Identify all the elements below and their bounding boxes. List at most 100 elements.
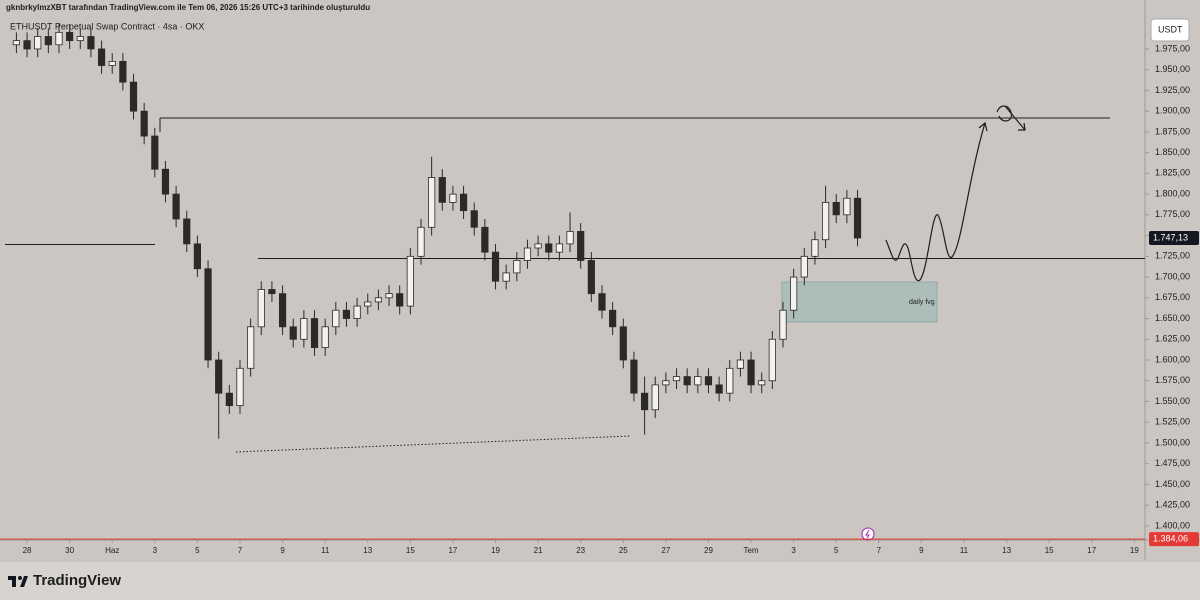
candle-body — [332, 309, 340, 328]
y-tick-label: 1.475,00 — [1155, 458, 1190, 468]
candle-body — [172, 193, 180, 220]
candle-body — [800, 255, 808, 278]
candle-body — [374, 297, 382, 303]
candle-body — [566, 231, 574, 245]
freehand-forecast — [885, 105, 1026, 282]
candle-body — [683, 376, 691, 386]
candle-body — [672, 376, 681, 382]
y-tick-label: 1.700,00 — [1155, 271, 1190, 281]
x-tick-label: Tem — [743, 546, 758, 555]
x-tick-label: 13 — [1002, 546, 1011, 555]
candle-body — [609, 309, 617, 328]
candle-body — [438, 177, 446, 203]
x-tick-label: 30 — [65, 546, 74, 555]
candle-body — [193, 243, 201, 270]
candle-body — [108, 60, 116, 66]
candle-body — [23, 40, 31, 50]
x-tick-label: 5 — [834, 546, 839, 555]
event-icon[interactable] — [861, 527, 875, 541]
candle-body — [821, 201, 830, 241]
candle-body — [417, 226, 425, 257]
currency-box[interactable] — [1150, 18, 1190, 42]
candle-body — [619, 326, 627, 361]
candle-body — [183, 218, 191, 245]
x-tick-label: 19 — [491, 546, 500, 555]
y-tick-label: 1.675,00 — [1155, 292, 1190, 302]
candle-body — [779, 309, 787, 340]
candle-body — [236, 367, 244, 407]
y-tick-label: 1.625,00 — [1155, 334, 1190, 344]
y-tick-label: 1.925,00 — [1155, 85, 1190, 95]
candle-body — [364, 301, 372, 307]
candle-body — [204, 268, 212, 361]
fvg-box — [781, 281, 938, 323]
dotted-line — [235, 435, 631, 453]
candle-body — [449, 193, 457, 203]
candle-body — [257, 289, 265, 328]
x-tick-label: 21 — [534, 546, 543, 555]
candle-body — [459, 193, 468, 212]
candle-body — [704, 376, 713, 386]
y-tick-label: 1.725,00 — [1155, 251, 1190, 261]
candle-body — [715, 384, 723, 394]
event-icon-glyph — [865, 529, 870, 539]
candle-body — [662, 380, 670, 386]
currency-label: USDT — [1158, 24, 1183, 34]
candle-body — [278, 293, 287, 328]
candle-body — [247, 326, 255, 369]
candle-body — [406, 255, 414, 307]
brand-name: TradingView — [33, 572, 121, 589]
x-tick-label: 3 — [153, 546, 158, 555]
x-tick-label: 28 — [23, 546, 32, 555]
candle-body — [428, 177, 436, 228]
candle-body — [513, 260, 521, 274]
candle-body — [758, 380, 766, 386]
x-tick-label: 17 — [1087, 546, 1096, 555]
brand-logo — [8, 576, 28, 587]
x-tick-label: 15 — [1045, 546, 1054, 555]
x-tick-label: 17 — [448, 546, 457, 555]
candle-body — [353, 305, 361, 319]
candle-body — [396, 293, 404, 307]
candle-body — [300, 318, 308, 340]
candle-body — [491, 251, 500, 282]
candle-body — [470, 210, 478, 228]
symbol-title: ETHUSDT Perpetual Swap Contract · 4sa · … — [10, 21, 204, 31]
x-tick-label: 7 — [877, 546, 882, 555]
x-tick-label: 15 — [406, 546, 415, 555]
candle-body — [694, 376, 702, 386]
candle-body — [843, 197, 851, 216]
candle-body — [811, 239, 819, 257]
candle-body — [534, 243, 542, 249]
x-tick-label: 25 — [619, 546, 628, 555]
y-tick-label: 1.800,00 — [1155, 188, 1190, 198]
candle-body — [587, 260, 595, 295]
candle-body — [44, 36, 52, 46]
candle-body — [321, 326, 329, 348]
candle-body — [640, 392, 649, 411]
y-tick-label: 1.650,00 — [1155, 313, 1190, 323]
y-tick-label: 1.875,00 — [1155, 126, 1190, 136]
y-tick-label: 1.425,00 — [1155, 500, 1190, 510]
candle-body — [747, 359, 755, 386]
candle-body — [726, 367, 734, 394]
plot — [12, 24, 862, 439]
candle-body — [55, 31, 63, 46]
x-tick-label: 5 — [195, 546, 200, 555]
x-tick-label: 19 — [1130, 546, 1139, 555]
candle-body — [545, 243, 553, 253]
candle-body — [555, 243, 563, 253]
candle-body — [832, 201, 840, 216]
x-tick-label: 23 — [576, 546, 585, 555]
x-tick-label: 29 — [704, 546, 713, 555]
y-tick-label: 1.825,00 — [1155, 168, 1190, 178]
candle-body — [577, 231, 585, 261]
candle-body — [736, 359, 745, 369]
y-tick-label: 1.950,00 — [1155, 64, 1190, 74]
price-tag — [1149, 532, 1199, 547]
y-tick-label: 1.850,00 — [1155, 147, 1190, 157]
x-tick-label: 7 — [238, 546, 243, 555]
candle-body — [76, 36, 84, 42]
